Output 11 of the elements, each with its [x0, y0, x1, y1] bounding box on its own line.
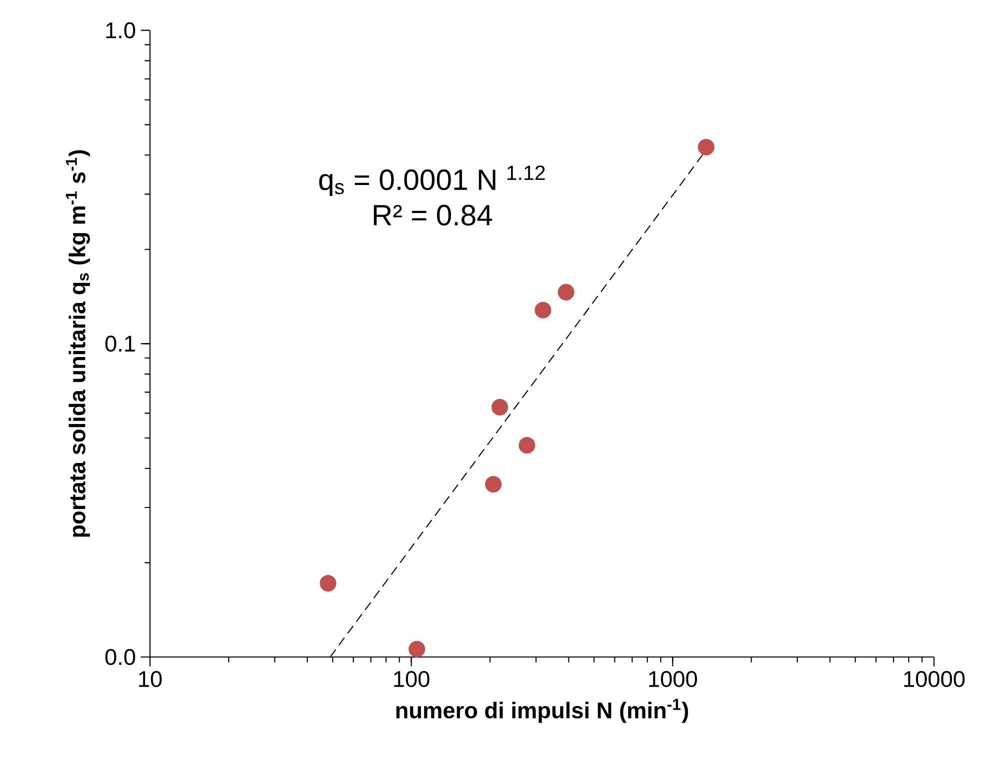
annotation: R² = 0.84	[374, 204, 492, 226]
y-tick-label: 0.1	[105, 336, 135, 352]
y-tick-label: 0.0	[105, 648, 136, 666]
x-tick-label: 10000	[904, 671, 965, 688]
y-axis-title: portata solida unitaria q$_{s}$ (kg m$^{-1}$ s$^{-1}$)	[66, 150, 90, 537]
x-tick-label: 10	[139, 671, 162, 688]
y-tick-label: 1.0	[106, 22, 136, 38]
x-tick-label: 100	[394, 671, 430, 688]
x-axis-title: numero di impulsi N (min$^{-1}$)	[396, 698, 688, 723]
annotation: q$_{s}$ = 0.0001 N $^{1.12}$	[319, 166, 545, 196]
x-tick-label: 1000	[649, 671, 697, 688]
